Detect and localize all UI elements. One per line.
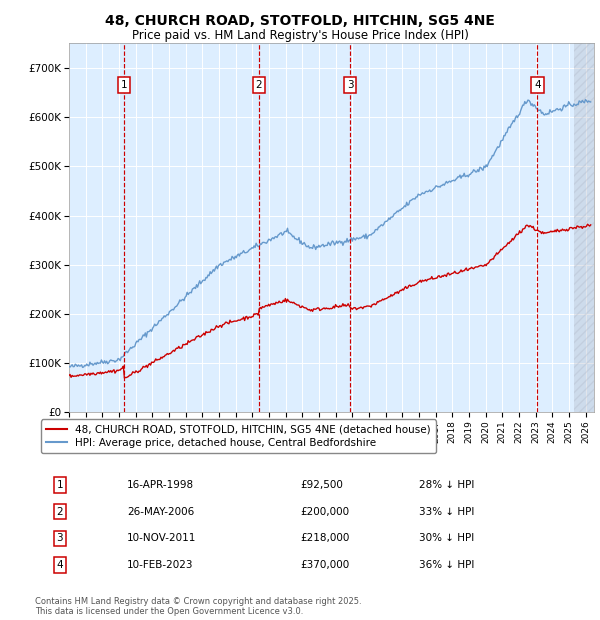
Text: 48, CHURCH ROAD, STOTFOLD, HITCHIN, SG5 4NE: 48, CHURCH ROAD, STOTFOLD, HITCHIN, SG5 … — [105, 14, 495, 28]
Text: 2: 2 — [56, 507, 63, 516]
Text: 4: 4 — [56, 560, 63, 570]
Text: 1: 1 — [121, 80, 127, 90]
Text: 3: 3 — [56, 533, 63, 543]
Text: Price paid vs. HM Land Registry's House Price Index (HPI): Price paid vs. HM Land Registry's House … — [131, 29, 469, 42]
Text: 10-NOV-2011: 10-NOV-2011 — [127, 533, 197, 543]
Text: Contains HM Land Registry data © Crown copyright and database right 2025.
This d: Contains HM Land Registry data © Crown c… — [35, 597, 362, 616]
Text: 28% ↓ HPI: 28% ↓ HPI — [419, 480, 474, 490]
Text: 1: 1 — [56, 480, 63, 490]
Text: 36% ↓ HPI: 36% ↓ HPI — [419, 560, 474, 570]
Text: 10-FEB-2023: 10-FEB-2023 — [127, 560, 194, 570]
Text: 33% ↓ HPI: 33% ↓ HPI — [419, 507, 474, 516]
Text: 4: 4 — [534, 80, 541, 90]
Text: 3: 3 — [347, 80, 353, 90]
Text: £370,000: £370,000 — [300, 560, 349, 570]
Text: 16-APR-1998: 16-APR-1998 — [127, 480, 194, 490]
Legend: 48, CHURCH ROAD, STOTFOLD, HITCHIN, SG5 4NE (detached house), HPI: Average price: 48, CHURCH ROAD, STOTFOLD, HITCHIN, SG5 … — [41, 420, 436, 453]
Text: £218,000: £218,000 — [300, 533, 349, 543]
Text: 30% ↓ HPI: 30% ↓ HPI — [419, 533, 474, 543]
Text: 26-MAY-2006: 26-MAY-2006 — [127, 507, 194, 516]
Bar — [574, 43, 594, 412]
Text: 2: 2 — [256, 80, 262, 90]
Text: £200,000: £200,000 — [300, 507, 349, 516]
Text: £92,500: £92,500 — [300, 480, 343, 490]
